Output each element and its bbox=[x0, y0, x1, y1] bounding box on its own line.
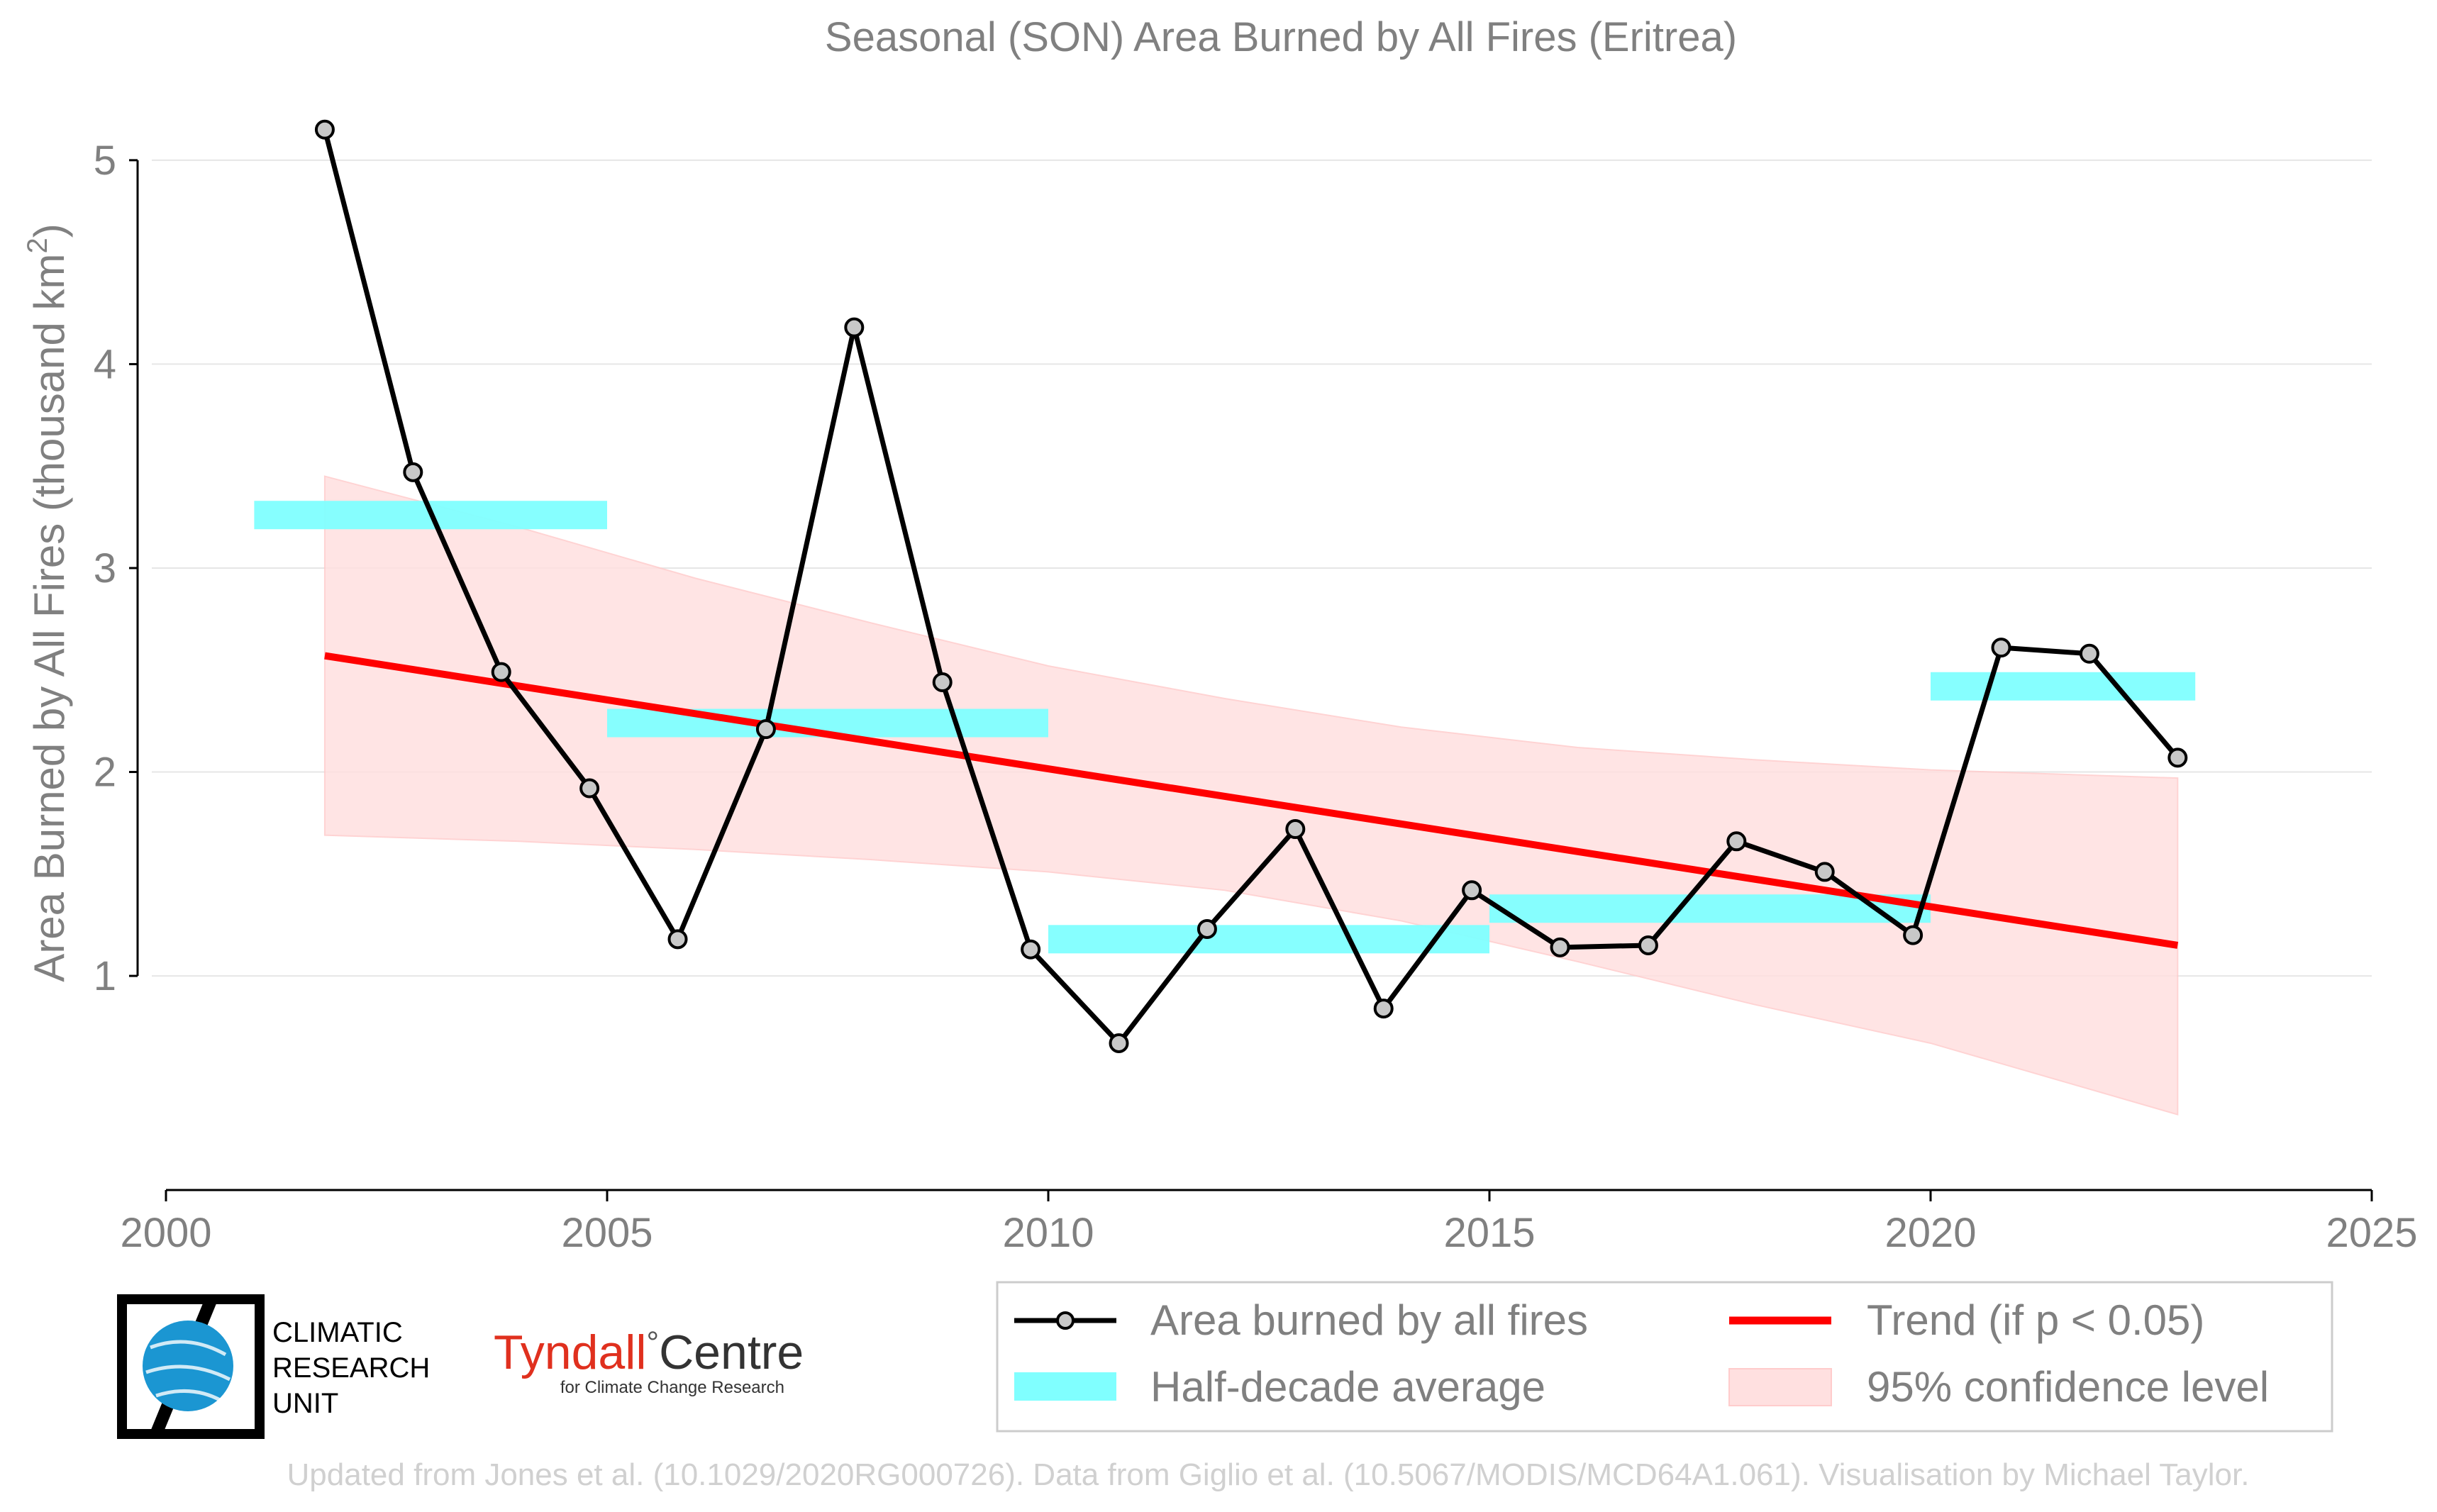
cru-text-2: RESEARCH bbox=[272, 1352, 430, 1384]
data-point bbox=[403, 462, 423, 482]
legend-box bbox=[996, 1281, 2333, 1433]
x-tick-label: 2015 bbox=[1443, 1210, 1535, 1256]
chart-title: Seasonal (SON) Area Burned by All Fires … bbox=[825, 14, 1737, 60]
y-axis-label-superscript: 2 bbox=[22, 238, 53, 253]
legend-label-ci: 95% confidence level bbox=[1867, 1363, 2269, 1411]
tick-labels: 1 2 3 4 5 2000 2005 2010 2015 2020 2025 bbox=[94, 138, 2418, 1256]
data-point bbox=[755, 719, 776, 740]
legend: Area burned by all fires Trend (if p < 0… bbox=[996, 1281, 2333, 1433]
data-point bbox=[1109, 1033, 1129, 1053]
data-point bbox=[2079, 643, 2099, 664]
cru-text-3: UNIT bbox=[272, 1388, 338, 1419]
tyndall-name: Tyndall bbox=[494, 1325, 646, 1379]
y-axis-label-text: Area Burned by All Fires (thousand km bbox=[26, 254, 73, 982]
data-point bbox=[1462, 880, 1482, 901]
data-point bbox=[1726, 831, 1747, 852]
cru-logo: CLIMATIC RESEARCH UNIT bbox=[117, 1294, 430, 1439]
data-point bbox=[1991, 638, 2011, 658]
x-tick-label: 2005 bbox=[561, 1210, 653, 1256]
data-point bbox=[1021, 939, 1041, 960]
data-point bbox=[1638, 935, 1658, 955]
x-tick-label: 2000 bbox=[120, 1210, 211, 1256]
cru-text-1: CLIMATIC bbox=[272, 1317, 403, 1348]
legend-label-trend: Trend (if p < 0.05) bbox=[1867, 1296, 2204, 1344]
y-tick-label: 5 bbox=[94, 138, 116, 184]
legend-ci-swatch bbox=[1728, 1368, 1832, 1406]
y-tick-label: 3 bbox=[94, 545, 116, 591]
legend-marker-swatch bbox=[1056, 1311, 1075, 1330]
footer-credit: Updated from Jones et al. (10.1029/2020R… bbox=[287, 1457, 2250, 1492]
x-tick-label: 2020 bbox=[1884, 1210, 1976, 1256]
series-line-area-burned bbox=[322, 128, 2180, 1046]
legend-label-area: Area burned by all fires bbox=[1150, 1296, 1588, 1344]
y-axis-label-close: ) bbox=[26, 223, 73, 238]
y-tick-label: 2 bbox=[94, 750, 116, 796]
legend-label-halfdecade: Half-decade average bbox=[1150, 1363, 1545, 1411]
globe-swirl-icon bbox=[145, 1340, 231, 1403]
data-point bbox=[1550, 937, 1570, 957]
tyndall-degree: ° bbox=[646, 1325, 659, 1360]
trend-layer bbox=[324, 652, 2179, 949]
data-point bbox=[1197, 918, 1217, 939]
half-decade-bar bbox=[1489, 894, 1931, 923]
trend-line bbox=[324, 652, 2179, 949]
y-tick-label: 4 bbox=[94, 341, 116, 387]
confidence-band-layer bbox=[323, 475, 2179, 1116]
data-point bbox=[491, 662, 511, 682]
data-point bbox=[579, 778, 600, 799]
y-axis-label: Area Burned by All Fires (thousand km2) bbox=[22, 223, 73, 982]
data-point bbox=[844, 317, 865, 338]
legend-halfdecade-swatch bbox=[1014, 1372, 1116, 1401]
tyndall-centre: Centre bbox=[659, 1325, 804, 1379]
data-point bbox=[667, 929, 688, 950]
axes bbox=[129, 159, 2373, 1201]
data-point bbox=[932, 672, 953, 693]
half-decade-bar bbox=[1048, 925, 1489, 954]
confidence-band bbox=[323, 475, 2179, 1116]
half-decade-layer bbox=[254, 501, 2196, 954]
data-point bbox=[1285, 819, 1306, 840]
data-point bbox=[1814, 862, 1835, 882]
svg-text:Area Burned by All Fires (thou: Area Burned by All Fires (thousand km2) bbox=[22, 223, 73, 982]
svg-text:Tyndall°Centre: Tyndall°Centre bbox=[494, 1325, 804, 1379]
x-tick-label: 2025 bbox=[2326, 1210, 2417, 1256]
series-layer bbox=[314, 119, 2188, 1053]
tyndall-subtitle: for Climate Change Research bbox=[560, 1378, 784, 1397]
tyndall-logo: Tyndall°Centre for Climate Change Resear… bbox=[494, 1325, 804, 1397]
x-tick-label: 2010 bbox=[1002, 1210, 1094, 1256]
data-point bbox=[2167, 747, 2188, 768]
y-tick-label: 1 bbox=[94, 953, 116, 999]
data-point bbox=[314, 119, 335, 140]
data-point bbox=[1903, 925, 1923, 945]
half-decade-bar bbox=[1931, 672, 2196, 701]
data-point bbox=[1373, 999, 1394, 1019]
